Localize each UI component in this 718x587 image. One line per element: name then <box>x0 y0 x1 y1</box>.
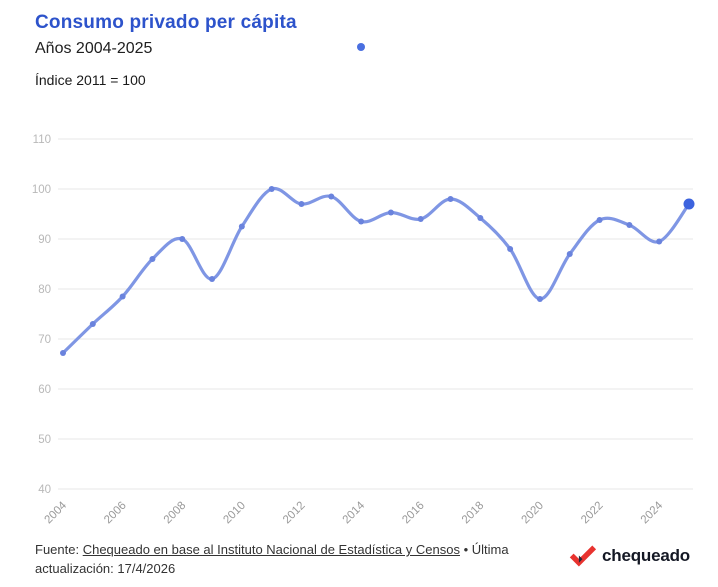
source-rest: • Última actualización: 17/4/2026 <box>35 542 509 576</box>
page-subtitle: Años 2004-2025 <box>35 40 153 57</box>
point-marker <box>89 321 96 327</box>
y-axis-tick-label: 40 <box>38 484 51 496</box>
y-axis-tick-label: 80 <box>38 284 51 296</box>
source-link[interactable]: Chequeado en base al Instituto Nacional … <box>82 542 460 557</box>
point-marker <box>536 296 543 302</box>
chequeado-logo: chequeado <box>569 544 690 567</box>
x-axis-tick-label: 2018 <box>460 500 487 527</box>
point-marker <box>358 218 365 225</box>
x-axis-tick-label: 2022 <box>579 500 606 527</box>
y-axis-tick-label: 50 <box>38 434 51 446</box>
x-axis-tick-label: 2008 <box>162 500 189 527</box>
page-title: Consumo privado per cápita <box>35 12 297 33</box>
source-note: Fuente: Chequeado en base al Instituto N… <box>35 541 540 579</box>
point-marker <box>60 350 66 356</box>
y-axis-tick-label: 100 <box>32 184 51 196</box>
point-marker <box>656 238 663 245</box>
y-axis-tick-label: 110 <box>33 134 51 146</box>
x-axis-tick-label: 2006 <box>102 500 129 527</box>
x-axis-tick-label: 2010 <box>221 500 248 527</box>
point-marker <box>417 216 424 222</box>
y-axis-tick-label: 60 <box>38 384 51 396</box>
x-axis-tick-label: 2014 <box>341 499 368 526</box>
x-axis-tick-label: 2020 <box>519 500 546 527</box>
y-axis-tick-label: 70 <box>38 334 51 346</box>
last-point-marker <box>683 198 695 210</box>
point-marker <box>507 246 514 252</box>
point-marker <box>596 217 603 223</box>
point-marker <box>477 215 484 221</box>
index-note: Índice 2011 = 100 <box>35 72 146 88</box>
x-axis-tick-label: 2004 <box>43 499 70 526</box>
point-marker <box>298 201 305 207</box>
chequeado-logo-text: chequeado <box>602 545 690 565</box>
point-marker <box>209 276 216 282</box>
chart-svg: 40 50 60 70 80 90 100 110 2004 2006 2008 2010 2012 20… <box>32 134 695 527</box>
point-marker <box>387 209 394 216</box>
point-marker <box>179 236 186 242</box>
point-marker <box>149 256 156 262</box>
chequeado-logo-icon <box>569 545 597 567</box>
point-marker <box>328 193 335 200</box>
series-line <box>61 186 691 355</box>
x-axis-tick-label: 2012 <box>281 500 308 527</box>
point-marker <box>566 251 573 257</box>
x-axis-tick-label: 2016 <box>400 500 427 527</box>
source-prefix: Fuente: <box>35 542 83 557</box>
point-marker <box>119 293 126 300</box>
series-legend-dot <box>357 43 365 51</box>
y-axis-tick-label: 90 <box>38 234 51 246</box>
x-axis-tick-label: 2024 <box>639 499 666 526</box>
point-marker <box>447 196 454 202</box>
point-marker <box>268 186 275 192</box>
point-marker <box>238 223 245 230</box>
point-marker <box>626 222 633 228</box>
